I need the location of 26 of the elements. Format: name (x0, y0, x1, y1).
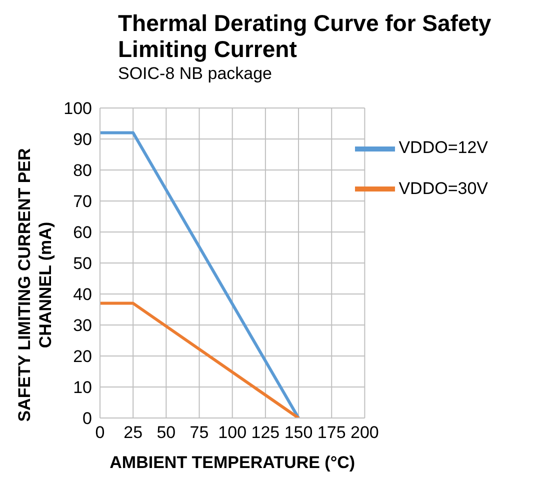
y-tick-label: 30 (73, 316, 92, 336)
y-tick-label: 80 (73, 161, 92, 180)
y-tick-label: 90 (73, 130, 92, 150)
y-axis-title: SAFETY LIMITING CURRENT PER CHANNEL (mA) (14, 147, 56, 424)
x-tick-label: 100 (218, 423, 247, 442)
y-tick-label: 0 (82, 409, 92, 428)
x-tick-label: 25 (124, 423, 143, 442)
chart-title: Thermal Derating Curve for Safety Limiting Current (118, 10, 492, 62)
legend-label: VDDO=30V (398, 178, 488, 198)
x-tick-label: 75 (190, 423, 209, 442)
x-tick-label: 50 (156, 423, 176, 442)
y-tick-label: 100 (64, 99, 92, 118)
chart-subtitle: SOIC-8 NB package (118, 64, 272, 84)
x-tick-label: 175 (317, 423, 346, 442)
y-tick-label: 20 (73, 347, 92, 366)
y-tick-label: 40 (73, 285, 92, 304)
x-tick-label: 150 (284, 423, 313, 442)
y-tick-label: 10 (73, 378, 92, 398)
x-axis-title: AMBIENT TEMPERATURE (°C) (110, 453, 356, 472)
legend-label: VDDO=12V (398, 138, 488, 157)
y-tick-label: 60 (73, 223, 92, 242)
y-tick-label: 70 (73, 192, 92, 212)
x-tick-label: 0 (95, 423, 105, 442)
y-tick-label: 50 (73, 254, 92, 274)
x-tick-label: 125 (251, 423, 280, 442)
x-tick-label: 200 (350, 423, 379, 442)
